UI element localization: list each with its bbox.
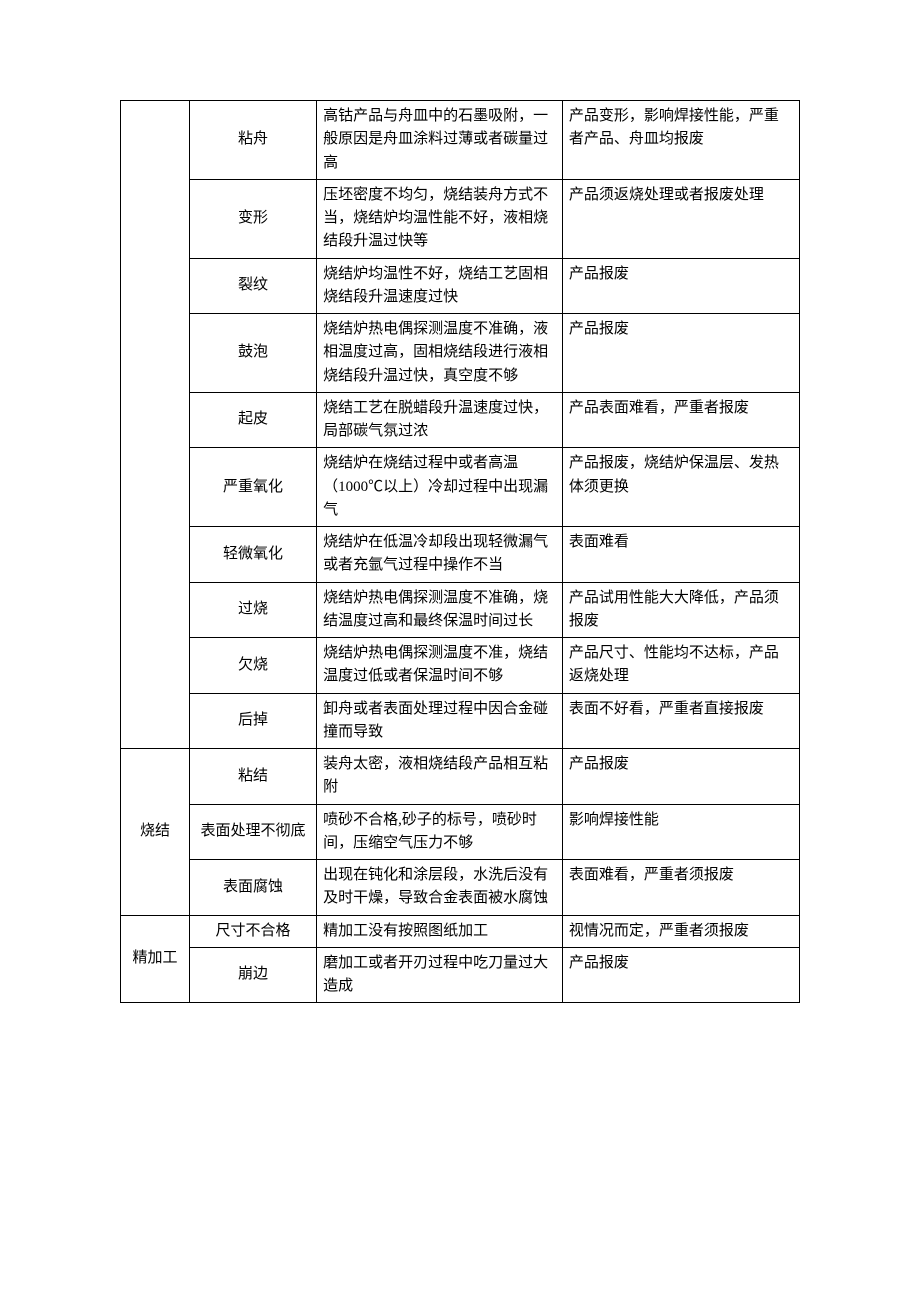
- cause-cell: 烧结炉在低温冷却段出现轻微漏气或者充氩气过程中操作不当: [317, 527, 563, 583]
- defect-cell: 粘舟: [189, 101, 316, 180]
- effect-cell: 影响焊接性能: [562, 804, 799, 860]
- effect-cell: 产品报废，烧结炉保温层、发热体须更换: [562, 448, 799, 527]
- defect-cell: 过烧: [189, 582, 316, 638]
- cause-cell: 烧结炉热电偶探测温度不准确，液相温度过高，固相烧结段进行液相烧结段升温过快，真空…: [317, 314, 563, 393]
- table-row: 起皮 烧结工艺在脱蜡段升温速度过快，局部碳气氛过浓 产品表面难看，严重者报废: [121, 392, 800, 448]
- effect-cell: 产品须返烧处理或者报废处理: [562, 179, 799, 258]
- table-row: 粘舟 高钴产品与舟皿中的石墨吸附，一般原因是舟皿涂料过薄或者碳量过高 产品变形，…: [121, 101, 800, 180]
- defect-cell: 后掉: [189, 693, 316, 749]
- defect-cell: 起皮: [189, 392, 316, 448]
- effect-cell: 产品报废: [562, 749, 799, 805]
- table-row: 表面处理不彻底 喷砂不合格,砂子的标号，喷砂时间，压缩空气压力不够 影响焊接性能: [121, 804, 800, 860]
- defect-table: 粘舟 高钴产品与舟皿中的石墨吸附，一般原因是舟皿涂料过薄或者碳量过高 产品变形，…: [120, 100, 800, 1003]
- table-row: 裂纹 烧结炉均温性不好，烧结工艺固相烧结段升温速度过快 产品报废: [121, 258, 800, 314]
- cause-cell: 喷砂不合格,砂子的标号，喷砂时间，压缩空气压力不够: [317, 804, 563, 860]
- effect-cell: 表面不好看，严重者直接报废: [562, 693, 799, 749]
- effect-cell: 产品报废: [562, 314, 799, 393]
- effect-cell: 产品表面难看，严重者报废: [562, 392, 799, 448]
- effect-cell: 产品报废: [562, 258, 799, 314]
- table-row: 轻微氧化 烧结炉在低温冷却段出现轻微漏气或者充氩气过程中操作不当 表面难看: [121, 527, 800, 583]
- defect-cell: 裂纹: [189, 258, 316, 314]
- cause-cell: 磨加工或者开刃过程中吃刀量过大造成: [317, 947, 563, 1003]
- defect-cell: 轻微氧化: [189, 527, 316, 583]
- table-row: 表面腐蚀 出现在钝化和涂层段，水洗后没有及时干燥，导致合金表面被水腐蚀 表面难看…: [121, 860, 800, 916]
- defect-cell: 表面腐蚀: [189, 860, 316, 916]
- effect-cell: 产品变形，影响焊接性能，严重者产品、舟皿均报废: [562, 101, 799, 180]
- cause-cell: 烧结炉热电偶探测温度不准，烧结温度过低或者保温时间不够: [317, 638, 563, 694]
- effect-cell: 产品试用性能大大降低，产品须报废: [562, 582, 799, 638]
- defect-cell: 崩边: [189, 947, 316, 1003]
- effect-cell: 视情况而定，严重者须报废: [562, 915, 799, 947]
- table-row: 严重氧化 烧结炉在烧结过程中或者高温（1000℃以上）冷却过程中出现漏气 产品报…: [121, 448, 800, 527]
- cause-cell: 出现在钝化和涂层段，水洗后没有及时干燥，导致合金表面被水腐蚀: [317, 860, 563, 916]
- defect-cell: 尺寸不合格: [189, 915, 316, 947]
- defect-cell: 表面处理不彻底: [189, 804, 316, 860]
- defect-cell: 严重氧化: [189, 448, 316, 527]
- cause-cell: 烧结炉热电偶探测温度不准确，烧结温度过高和最终保温时间过长: [317, 582, 563, 638]
- category-cell: 烧结: [121, 749, 190, 916]
- category-cell: [121, 101, 190, 749]
- defect-cell: 欠烧: [189, 638, 316, 694]
- table-row: 鼓泡 烧结炉热电偶探测温度不准确，液相温度过高，固相烧结段进行液相烧结段升温过快…: [121, 314, 800, 393]
- cause-cell: 高钴产品与舟皿中的石墨吸附，一般原因是舟皿涂料过薄或者碳量过高: [317, 101, 563, 180]
- cause-cell: 烧结工艺在脱蜡段升温速度过快，局部碳气氛过浓: [317, 392, 563, 448]
- table-row: 崩边 磨加工或者开刃过程中吃刀量过大造成 产品报废: [121, 947, 800, 1003]
- cause-cell: 精加工没有按照图纸加工: [317, 915, 563, 947]
- table-row: 烧结 粘结 装舟太密，液相烧结段产品相互粘附 产品报废: [121, 749, 800, 805]
- cause-cell: 烧结炉在烧结过程中或者高温（1000℃以上）冷却过程中出现漏气: [317, 448, 563, 527]
- defect-cell: 粘结: [189, 749, 316, 805]
- table-row: 过烧 烧结炉热电偶探测温度不准确，烧结温度过高和最终保温时间过长 产品试用性能大…: [121, 582, 800, 638]
- cause-cell: 烧结炉均温性不好，烧结工艺固相烧结段升温速度过快: [317, 258, 563, 314]
- effect-cell: 产品尺寸、性能均不达标，产品返烧处理: [562, 638, 799, 694]
- defect-cell: 鼓泡: [189, 314, 316, 393]
- category-cell: 精加工: [121, 915, 190, 1003]
- table-row: 欠烧 烧结炉热电偶探测温度不准，烧结温度过低或者保温时间不够 产品尺寸、性能均不…: [121, 638, 800, 694]
- table-row: 精加工 尺寸不合格 精加工没有按照图纸加工 视情况而定，严重者须报废: [121, 915, 800, 947]
- defect-cell: 变形: [189, 179, 316, 258]
- cause-cell: 装舟太密，液相烧结段产品相互粘附: [317, 749, 563, 805]
- effect-cell: 产品报废: [562, 947, 799, 1003]
- table-body: 粘舟 高钴产品与舟皿中的石墨吸附，一般原因是舟皿涂料过薄或者碳量过高 产品变形，…: [121, 101, 800, 1003]
- effect-cell: 表面难看: [562, 527, 799, 583]
- effect-cell: 表面难看，严重者须报废: [562, 860, 799, 916]
- cause-cell: 压坯密度不均匀，烧结装舟方式不当，烧结炉均温性能不好，液相烧结段升温过快等: [317, 179, 563, 258]
- table-row: 变形 压坯密度不均匀，烧结装舟方式不当，烧结炉均温性能不好，液相烧结段升温过快等…: [121, 179, 800, 258]
- cause-cell: 卸舟或者表面处理过程中因合金碰撞而导致: [317, 693, 563, 749]
- table-row: 后掉 卸舟或者表面处理过程中因合金碰撞而导致 表面不好看，严重者直接报废: [121, 693, 800, 749]
